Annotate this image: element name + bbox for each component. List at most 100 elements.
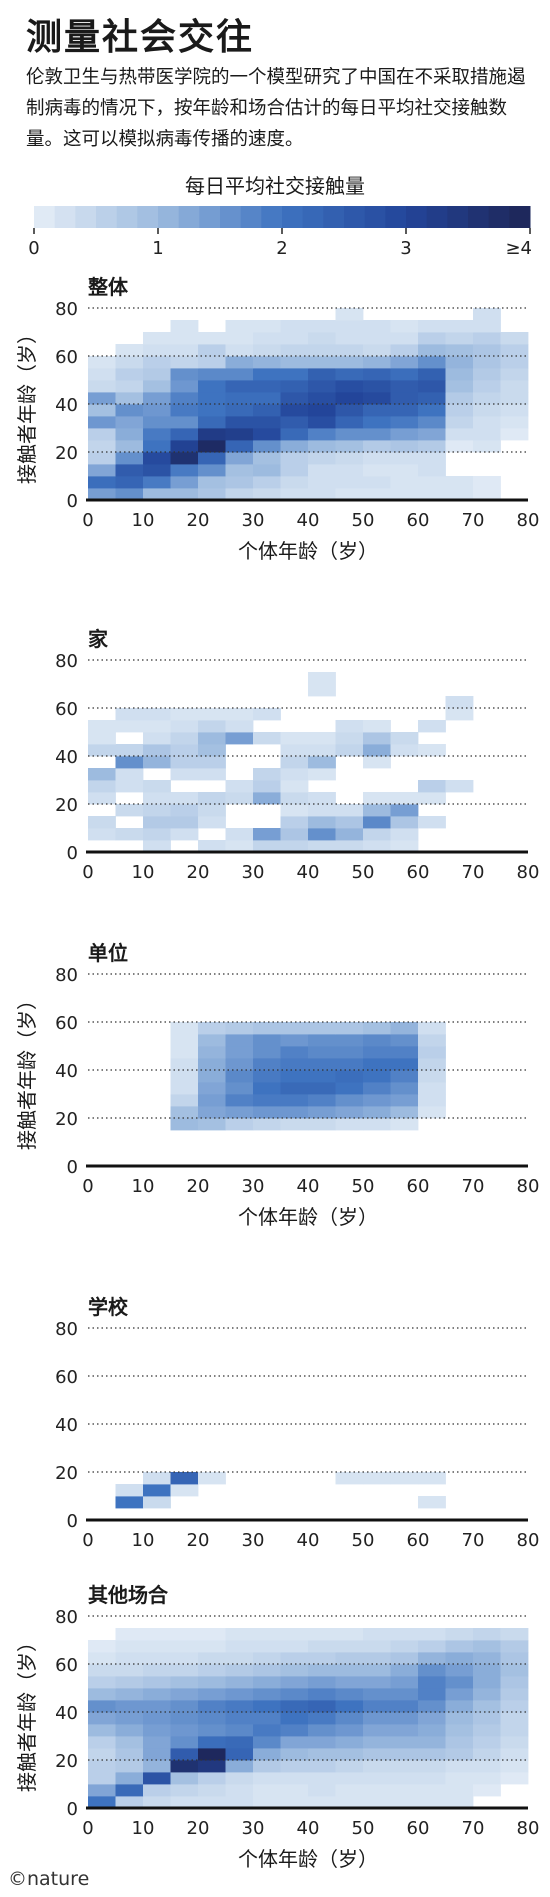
x-tick-label: 20	[187, 862, 210, 883]
heatmap-cell	[473, 320, 501, 333]
heatmap-cell	[390, 1046, 419, 1059]
y-tick-label: 60	[55, 347, 78, 368]
heatmap-cell	[335, 1046, 364, 1059]
heatmap-cell	[170, 1760, 199, 1773]
heatmap-cell	[198, 1724, 226, 1737]
legend-swatch	[488, 206, 510, 228]
heatmap-cell	[390, 452, 419, 465]
heatmap-cell	[143, 452, 171, 465]
heatmap-cell	[363, 476, 391, 489]
heatmap-cell	[88, 828, 116, 841]
heatmap-cell	[363, 744, 391, 757]
heatmap-cell	[170, 1106, 199, 1119]
heatmap-cell	[335, 840, 364, 853]
heatmap-cell	[500, 1640, 529, 1653]
heatmap-cell	[500, 1724, 529, 1737]
heatmap-cell	[88, 464, 116, 477]
heatmap-cell	[390, 1058, 419, 1071]
heatmap-cell	[418, 344, 446, 357]
heatmap-cell	[363, 440, 391, 453]
heatmap-cell	[225, 356, 254, 369]
heatmap-cell	[88, 768, 116, 781]
heatmap-cell	[143, 1712, 171, 1725]
heatmap-cell	[253, 428, 281, 441]
heatmap-cell	[115, 1784, 144, 1797]
description-text: 伦敦卫生与热带医学院的一个模型研究了中国在不采取措施遏制病毒的情况下，按年龄和场…	[26, 67, 526, 150]
heatmap-cell	[363, 1664, 391, 1677]
heatmap-cell	[473, 1700, 501, 1713]
heatmap-cell	[390, 488, 419, 501]
heatmap-cell	[88, 744, 116, 757]
y-tick-label: 0	[67, 843, 78, 864]
heatmap-cell	[363, 332, 391, 345]
heatmap-cell	[115, 1664, 144, 1677]
heatmap-cell	[88, 1796, 116, 1809]
heatmap-cell	[308, 476, 336, 489]
heatmap-cell	[390, 1760, 419, 1773]
heatmap-cell	[363, 452, 391, 465]
heatmap-cell	[115, 828, 144, 841]
heatmap-cell	[88, 1724, 116, 1737]
heatmap-cell	[445, 356, 474, 369]
heatmap-cell	[473, 344, 501, 357]
heatmap-cell	[473, 1736, 501, 1749]
heatmap-cell	[170, 1796, 199, 1809]
panel-title: 学校	[88, 1295, 129, 1319]
legend-swatch	[302, 206, 324, 228]
heatmap-cell	[363, 1724, 391, 1737]
heatmap-cell	[115, 440, 144, 453]
heatmap-cell	[198, 1772, 226, 1785]
legend-swatch	[240, 206, 262, 228]
heatmap-cell	[198, 1022, 226, 1035]
heatmap-cell	[390, 1640, 419, 1653]
heatmap-cell	[335, 1070, 364, 1083]
heatmap-cell	[115, 356, 144, 369]
heatmap-cell	[170, 1724, 199, 1737]
y-tick-label: 20	[55, 1109, 78, 1130]
heatmap-cell	[253, 708, 281, 721]
heatmap-cell	[225, 368, 254, 381]
x-tick-label: 0	[82, 510, 93, 531]
heatmap-cell	[473, 1748, 501, 1761]
heatmap-cell	[390, 792, 419, 805]
heatmap-cell	[143, 840, 171, 853]
heatmap-cell	[170, 828, 199, 841]
y-tick-label: 60	[55, 699, 78, 720]
heatmap-cell	[418, 720, 446, 733]
heatmap-cell	[225, 488, 254, 501]
heatmap-cell	[335, 1784, 364, 1797]
heatmap-cell	[170, 392, 199, 405]
heatmap-cell	[280, 1736, 309, 1749]
heatmap-cell	[143, 1484, 171, 1497]
heatmap-cell	[115, 1796, 144, 1809]
heatmap-cell	[473, 1712, 501, 1725]
heatmap-cell	[280, 768, 309, 781]
heatmap-cell	[253, 476, 281, 489]
heatmap-cell	[143, 756, 171, 769]
heatmap-cell	[308, 828, 336, 841]
heatmap-cell	[198, 744, 226, 757]
heatmap-cell	[363, 1022, 391, 1035]
heatmap-cell	[445, 404, 474, 417]
heatmap-cell	[143, 816, 171, 829]
x-tick-label: 20	[187, 510, 210, 531]
heatmap-cell	[143, 804, 171, 817]
heatmap-cell	[390, 380, 419, 393]
heatmap-cell	[280, 1106, 309, 1119]
heatmap-cell	[500, 1760, 529, 1773]
heatmap-cell	[308, 344, 336, 357]
legend-swatch	[468, 206, 490, 228]
heatmap-cell	[225, 476, 254, 489]
heatmap-cell	[280, 744, 309, 757]
heatmap-cell	[225, 1700, 254, 1713]
heatmap-cell	[143, 1628, 171, 1641]
heatmap-cell	[363, 1058, 391, 1071]
heatmap-cell	[143, 332, 171, 345]
legend-swatch	[344, 206, 366, 228]
heatmap-cell	[143, 380, 171, 393]
heatmap-cell	[170, 1082, 199, 1095]
heatmap-cell	[225, 732, 254, 745]
heatmap-cell	[170, 416, 199, 429]
heatmap-cell	[335, 1712, 364, 1725]
heatmap-cell	[335, 404, 364, 417]
